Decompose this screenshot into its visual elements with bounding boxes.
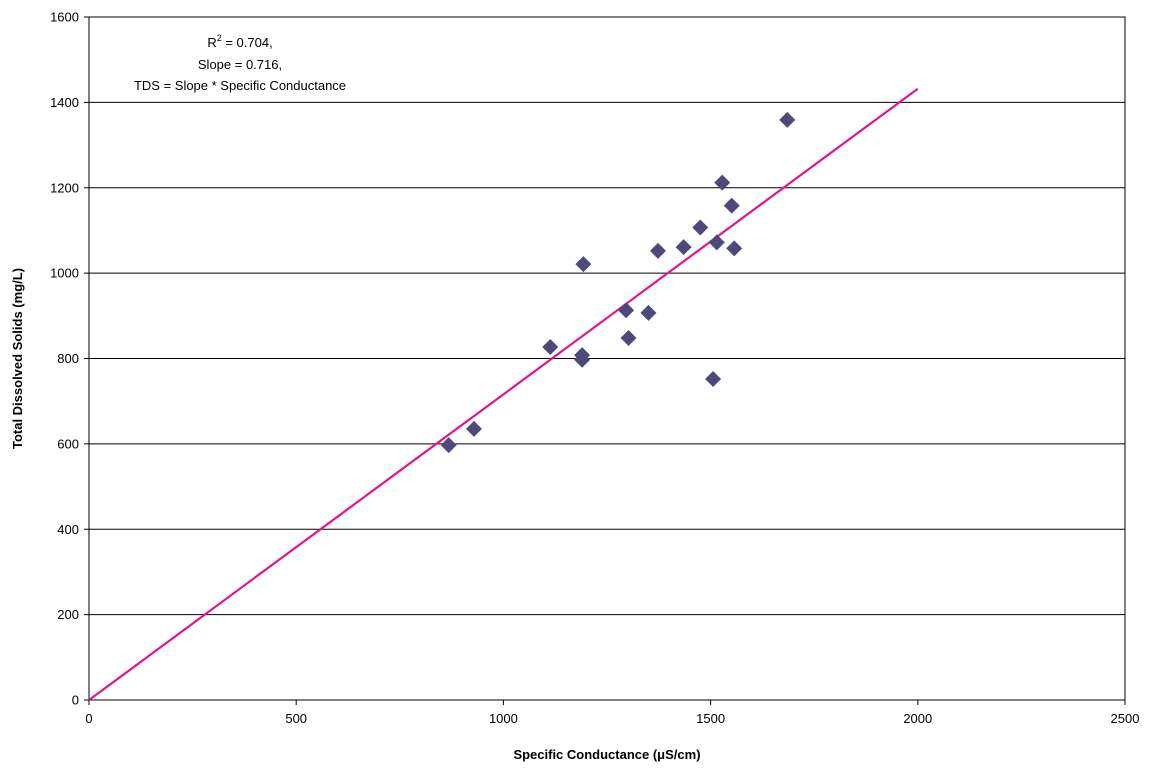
data-point-5 (574, 351, 591, 368)
x-tick-label-2000: 2000 (903, 711, 932, 726)
data-point-14 (708, 234, 725, 251)
annotation-box: R2 = 0.704, Slope = 0.716, TDS = Slope *… (134, 33, 346, 93)
data-point-13 (705, 370, 722, 387)
data-points (440, 111, 796, 454)
annotation-r2-prefix: R (207, 35, 216, 50)
x-tick-label-1000: 1000 (489, 711, 518, 726)
data-point-10 (649, 242, 666, 259)
x-tick-label-0: 0 (85, 711, 92, 726)
annotation-r2: R2 = 0.704, (207, 33, 272, 50)
data-point-3 (542, 338, 559, 355)
data-point-15 (714, 174, 731, 191)
gridlines (89, 101, 1125, 616)
fit-line-layer (88, 87, 919, 701)
data-point-18 (779, 111, 796, 128)
y-tick-label-600: 600 (57, 436, 79, 451)
data-point-8 (620, 330, 637, 347)
x-tick-label-1500: 1500 (696, 711, 725, 726)
annotation-r2-exponent: 2 (217, 33, 222, 43)
data-point-9 (640, 304, 657, 321)
data-point-1 (440, 437, 457, 454)
y-tick-label-0: 0 (72, 693, 79, 708)
y-tick-label-1400: 1400 (50, 95, 79, 110)
data-point-17 (726, 240, 743, 257)
annotation-slope: Slope = 0.716, (198, 57, 282, 72)
data-point-7 (618, 302, 635, 319)
y-tick-label-1600: 1600 (50, 10, 79, 25)
data-point-6 (575, 256, 592, 273)
x-axis: 0 500 1000 1500 2000 2500 (85, 700, 1139, 726)
annotation-r2-value: = 0.704, (222, 35, 273, 50)
data-point-12 (692, 219, 709, 236)
data-point-16 (723, 197, 740, 214)
y-tick-label-1000: 1000 (50, 266, 79, 281)
y-tick-label-1200: 1200 (50, 180, 79, 195)
y-tick-label-200: 200 (57, 607, 79, 622)
y-tick-label-800: 800 (57, 351, 79, 366)
data-point-2 (465, 420, 482, 437)
data-point-11 (675, 239, 692, 256)
y-axis: 0 200 400 600 800 1000 1200 1400 1600 (50, 10, 89, 708)
x-tick-label-2500: 2500 (1111, 711, 1140, 726)
annotation-formula: TDS = Slope * Specific Conductance (134, 78, 346, 93)
x-axis-title: Specific Conductance (μS/cm) (513, 747, 700, 762)
x-tick-label-500: 500 (285, 711, 307, 726)
y-tick-label-400: 400 (57, 522, 79, 537)
fit-line (88, 87, 919, 701)
y-axis-title: Total Dissolved Solids (mg/L) (10, 268, 25, 449)
